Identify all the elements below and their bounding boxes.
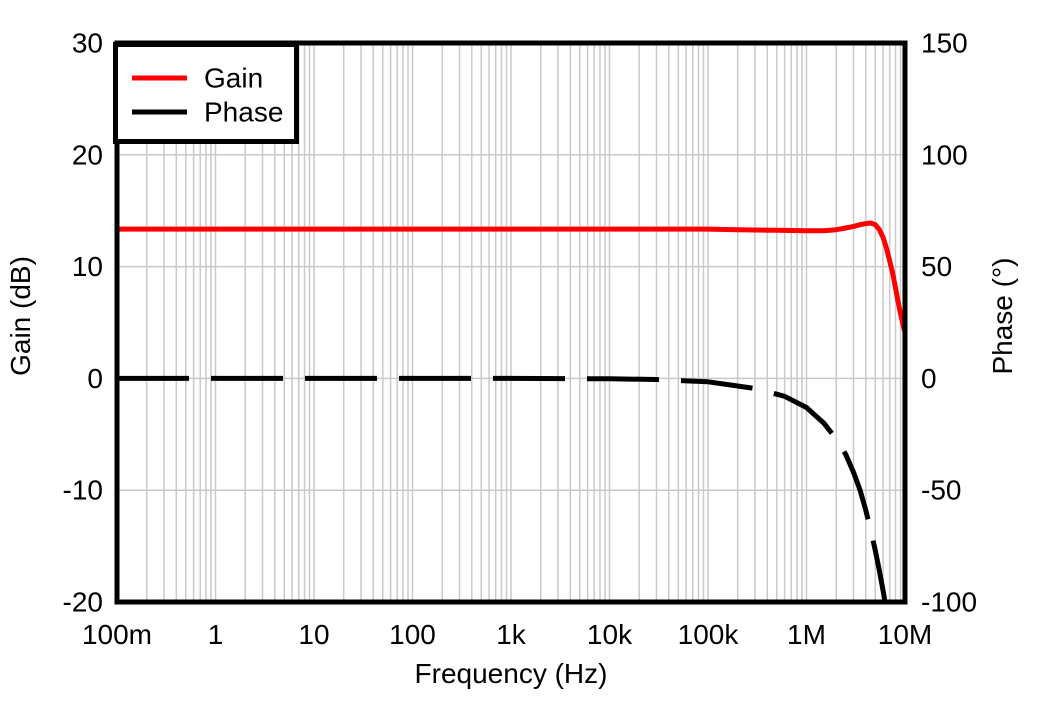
y-left-tick-label: 20: [72, 139, 103, 170]
y-right-tick-label: 50: [921, 251, 952, 282]
y-left-tick-label: -10: [63, 475, 103, 506]
curve-layer: [117, 220, 905, 602]
y-right-tick-label: -50: [921, 475, 961, 506]
y-left-tick-label: 0: [87, 363, 103, 394]
legend-label-phase: Phase: [204, 97, 283, 128]
y-left-tick-label: -20: [63, 587, 103, 618]
x-tick-label: 1k: [496, 619, 527, 650]
y-right-tick-label: -100: [921, 587, 977, 618]
legend-label-gain: Gain: [204, 63, 263, 94]
y-right-tick-label: 150: [921, 28, 968, 59]
y-left-tick-label: 10: [72, 251, 103, 282]
x-tick-label: 10M: [878, 619, 932, 650]
x-tick-label: 1: [208, 619, 224, 650]
y-right-tick-label: 100: [921, 139, 968, 170]
legend-box: [113, 42, 299, 144]
y-left-axis-title: Gain (dB): [5, 256, 36, 376]
x-tick-label: 100m: [82, 619, 152, 650]
x-tick-label: 1M: [787, 619, 826, 650]
x-tick-label: 10: [298, 619, 329, 650]
x-tick-label: 10k: [587, 619, 633, 650]
phase-curve: [117, 375, 888, 602]
y-right-axis-title: Phase (°): [987, 257, 1018, 374]
x-tick-label: 100k: [678, 619, 740, 650]
gain-curve: [117, 220, 905, 334]
y-right-tick-label: 0: [921, 363, 937, 394]
x-tick-label: 100: [389, 619, 436, 650]
x-axis-title: Frequency (Hz): [415, 658, 608, 689]
plot-border: [114, 40, 908, 605]
y-left-tick-label: 30: [72, 28, 103, 59]
